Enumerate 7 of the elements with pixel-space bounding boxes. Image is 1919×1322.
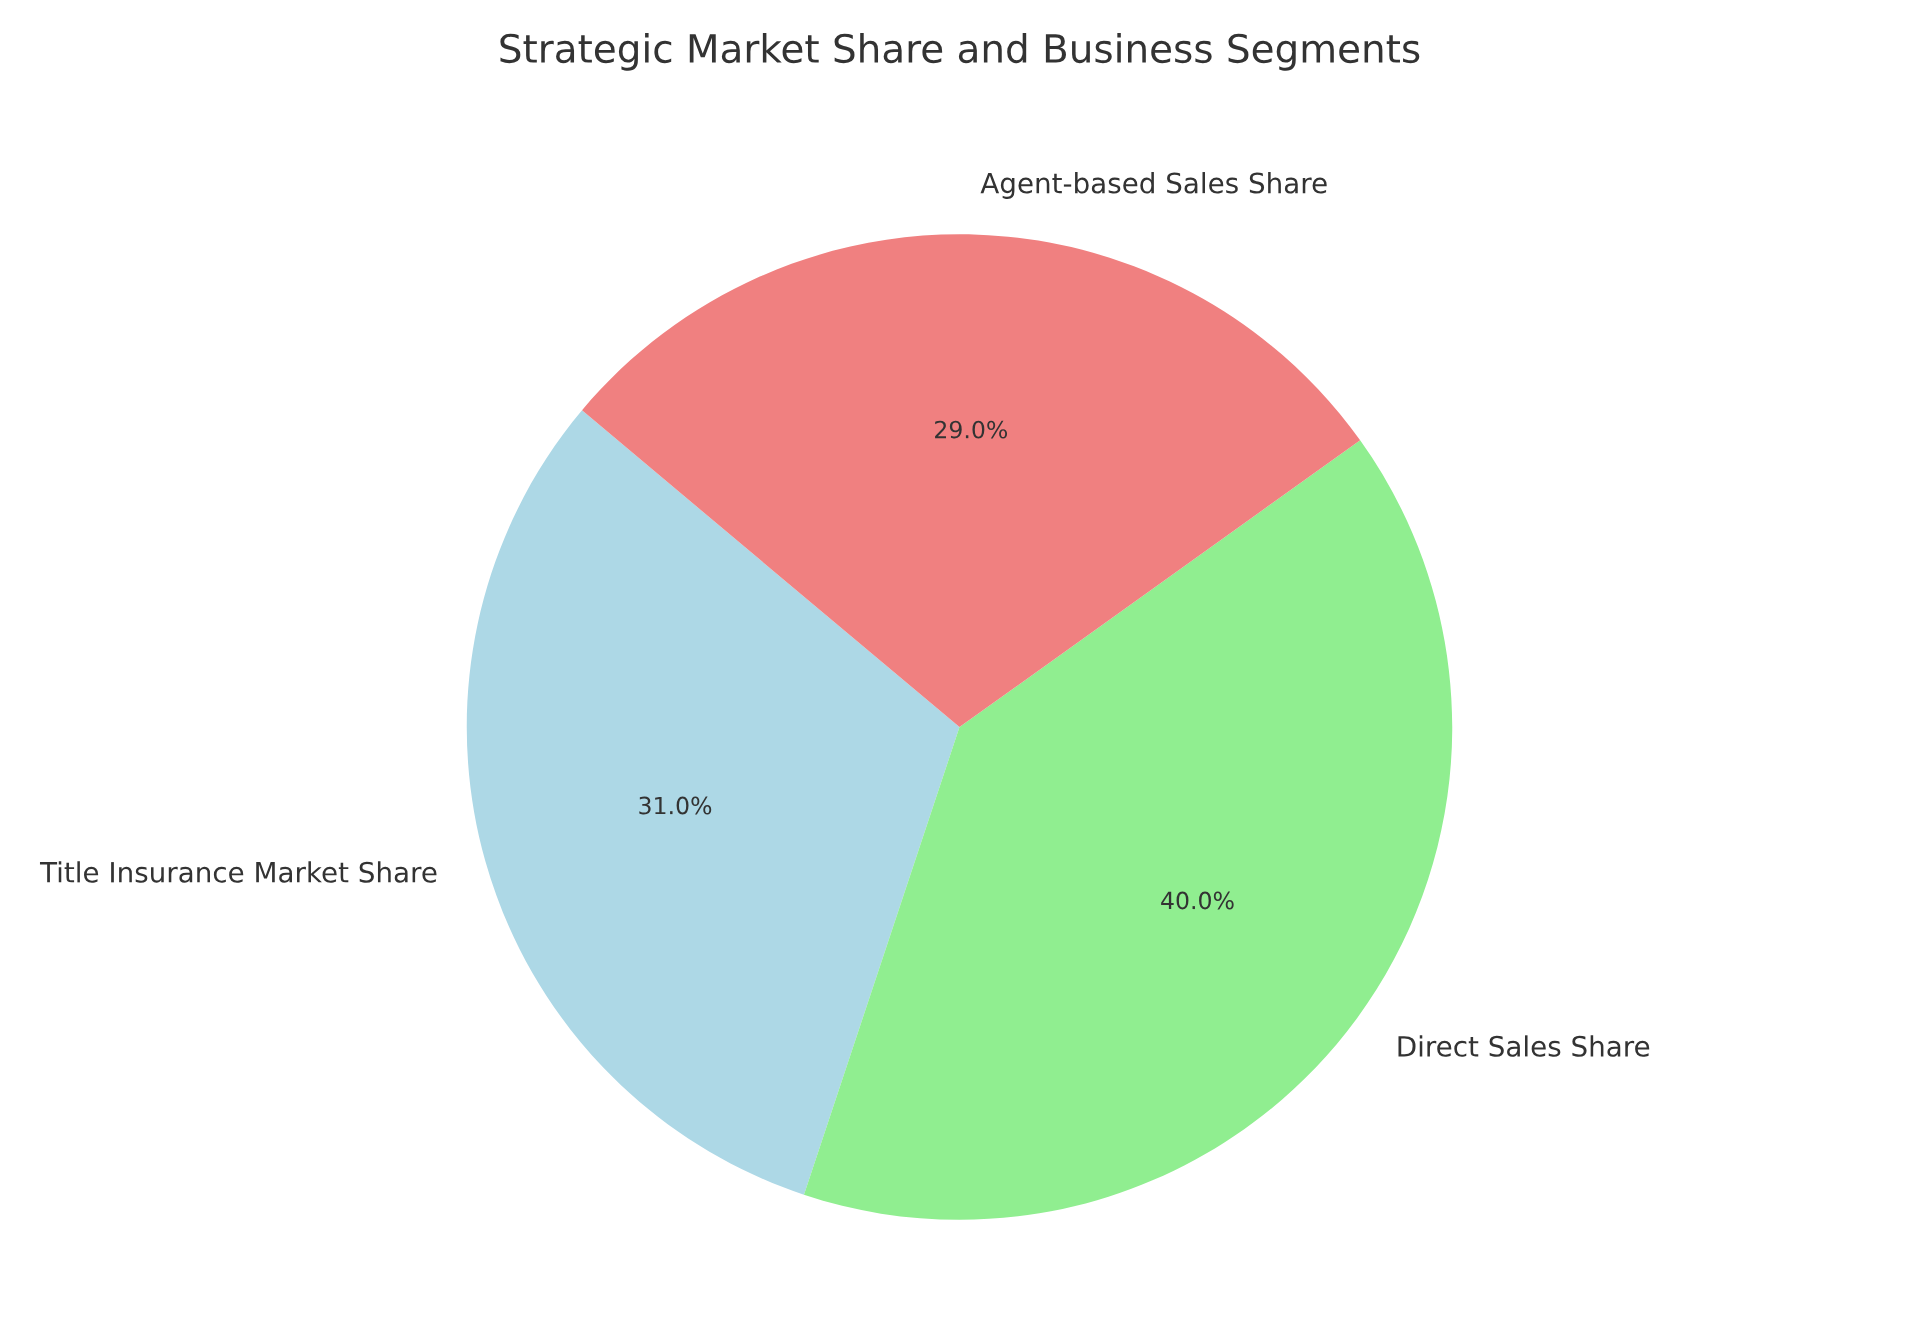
slice-label: Title Insurance Market Share bbox=[39, 861, 437, 883]
data-label: 29.0% bbox=[935, 420, 1008, 439]
slice-label: Agent-based Sales Share bbox=[980, 172, 1327, 199]
data-label: 31.0% bbox=[639, 796, 712, 815]
slice-label: Direct Sales Share bbox=[1398, 1035, 1650, 1057]
chart-title: Strategic Market Share and Business Segments bbox=[500, 33, 1420, 71]
data-label: 40.0% bbox=[1161, 891, 1234, 910]
